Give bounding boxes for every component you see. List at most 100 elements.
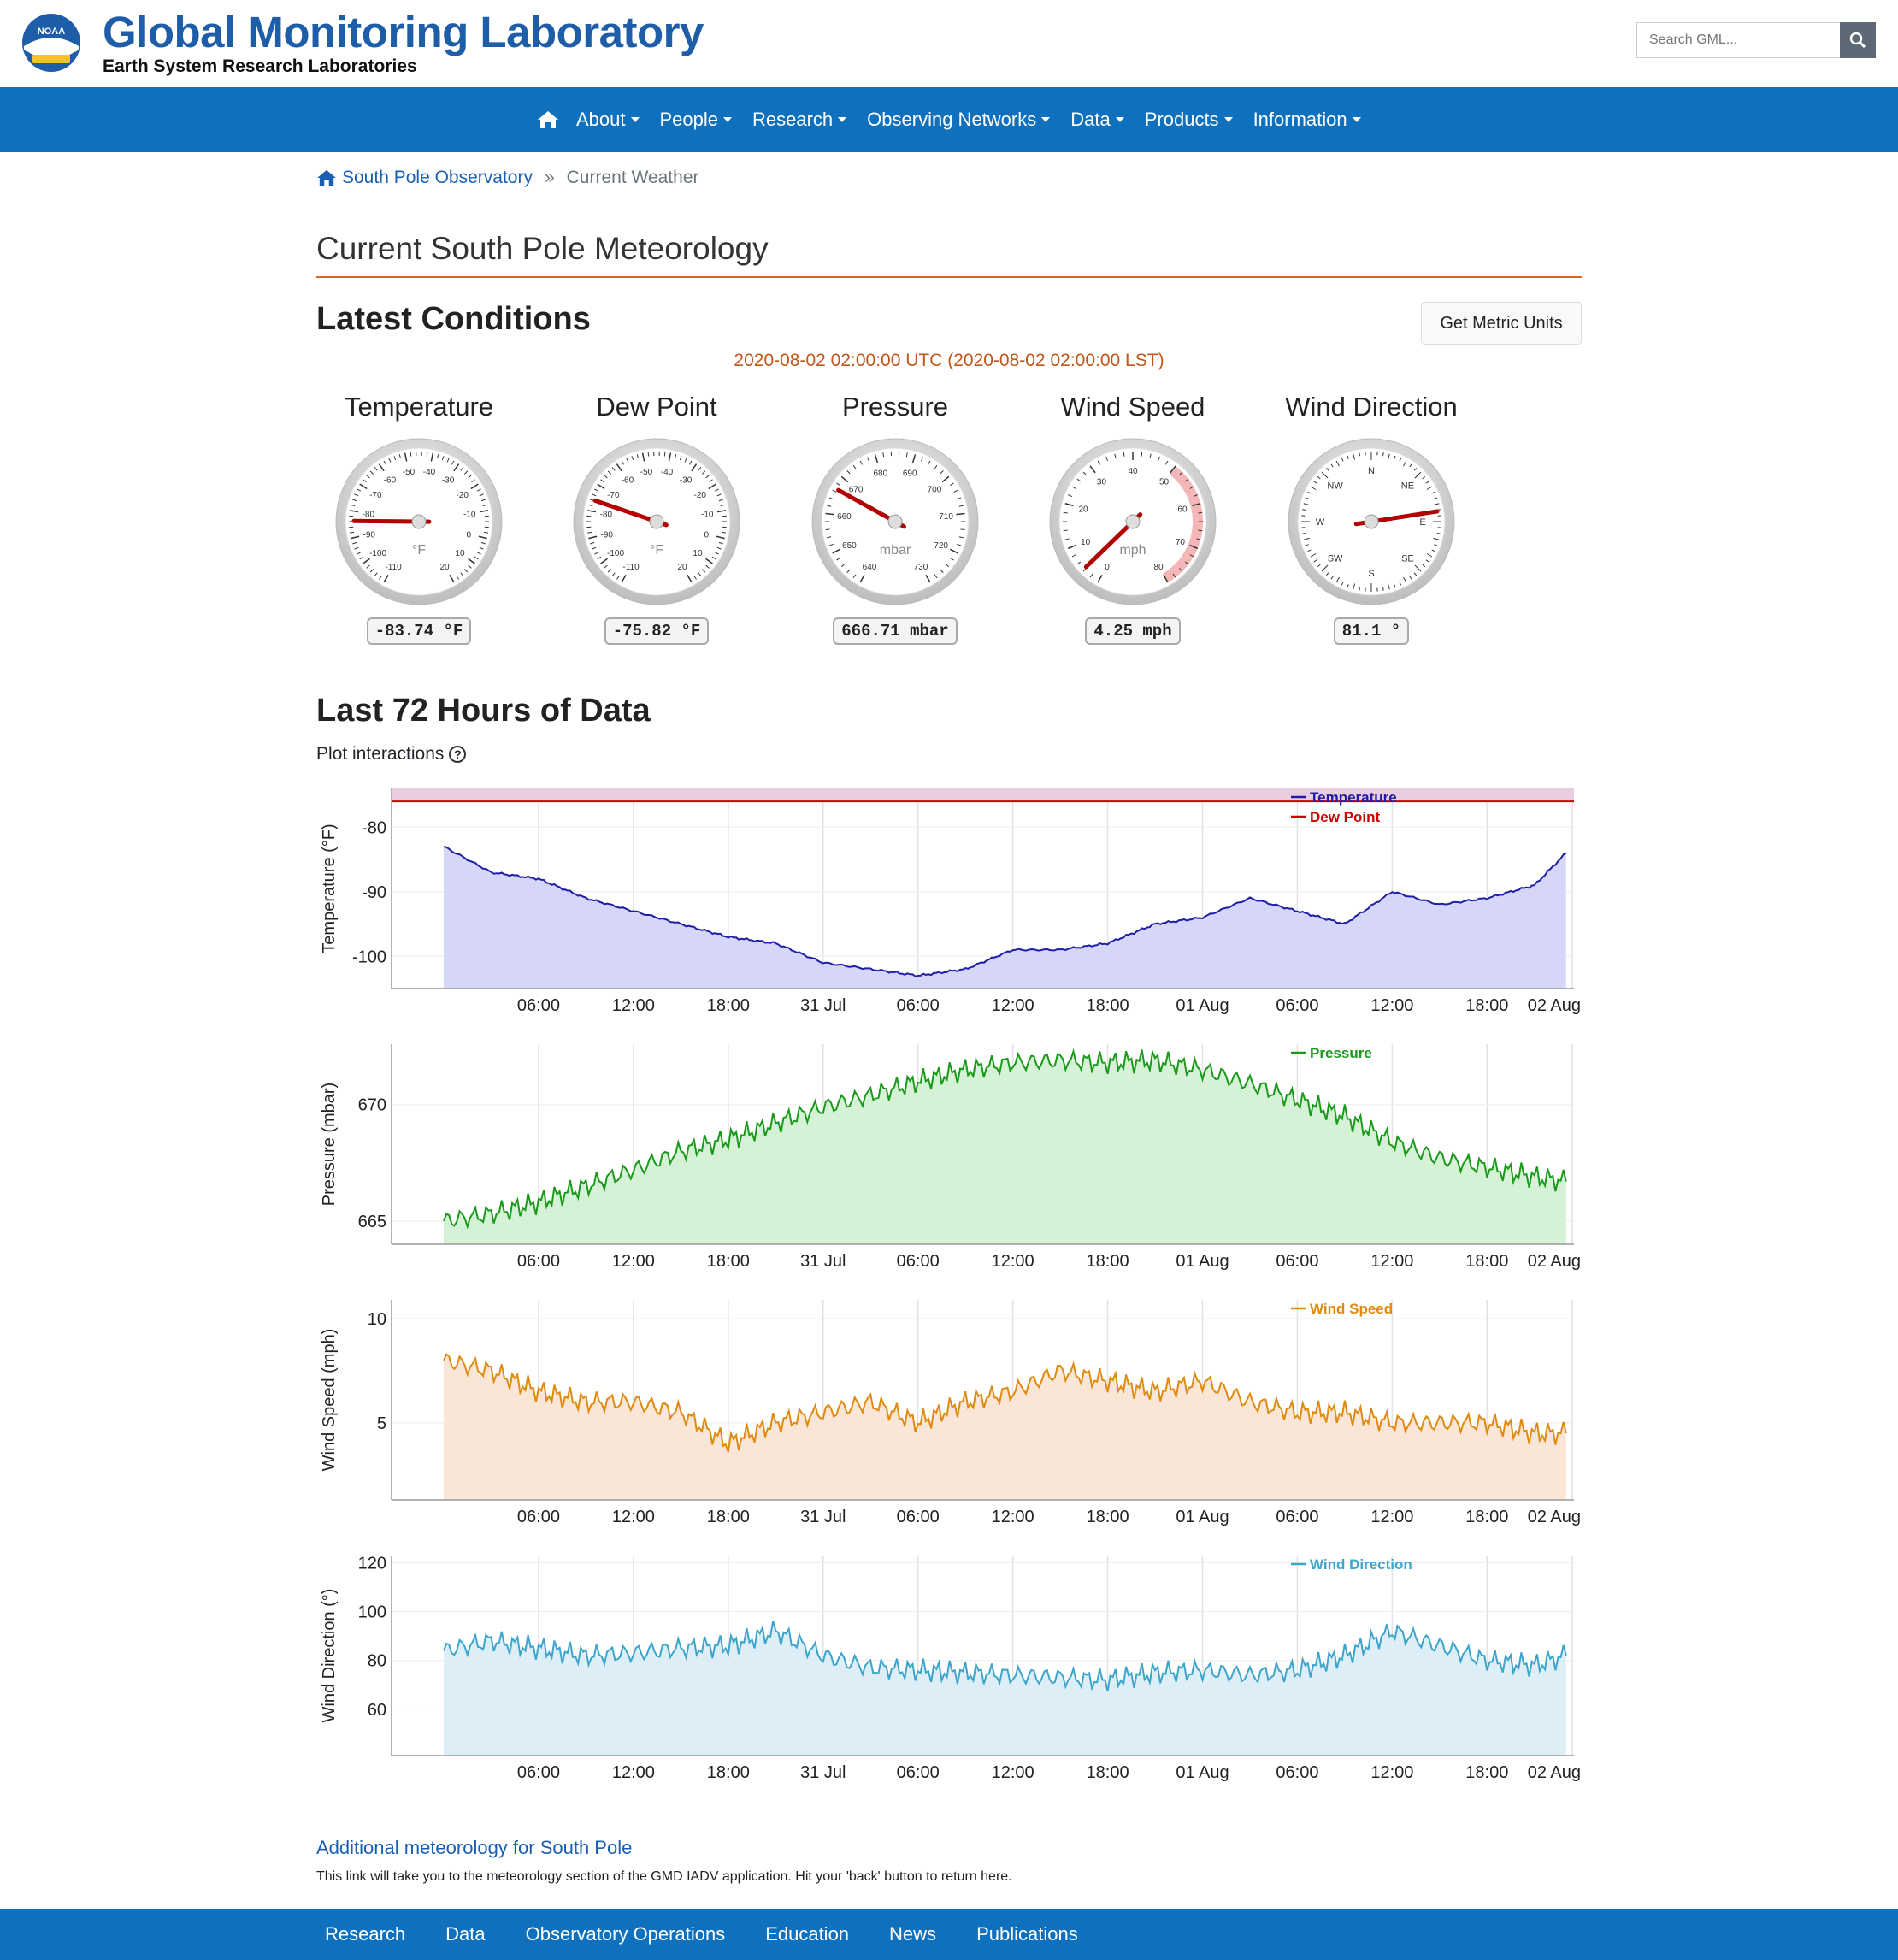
x-tick-label: 12:00 [612,1252,655,1271]
caret-down-icon [630,117,640,122]
gauge-tick [631,456,634,461]
x-tick-label: 12:00 [992,1508,1034,1526]
pressure-chart[interactable]: 06:00 12:00 18:00 31 Jul 06:00 12:00 18:00 01 A… [308,1037,1590,1285]
nav-research[interactable]: Research [752,109,847,131]
gauge-tick [846,569,851,573]
gauge-tick [366,475,370,479]
gauge-tick-label: 710 [939,512,953,522]
gauge-tick-label: 80 [1153,563,1164,572]
y-tick-label: 100 [358,1603,386,1622]
gauge-tick [1189,544,1199,550]
gauge-tick [474,556,479,560]
gauge-tick [925,574,931,583]
nav-products[interactable]: Products [1145,109,1233,131]
gauge-tick [611,572,616,576]
gauge-unit: mbar [880,543,911,558]
search-input[interactable] [1636,22,1840,58]
gauge-tick [463,470,469,475]
nav-people[interactable]: People [660,109,733,131]
gauge-tick [588,535,598,540]
title-divider [316,276,1582,278]
gauge-tick [832,548,840,554]
gauge-tick [441,456,445,461]
x-tick-label: 01 Aug [1176,1252,1229,1271]
gauge-tick [1382,587,1384,591]
y-axis-label: Pressure (mbar) [320,1083,339,1206]
footer-link-publications[interactable]: Publications [976,1923,1078,1945]
gauge-hub [887,514,903,529]
gauge-tick [611,467,616,471]
site-title[interactable]: Global Monitoring Laboratory [103,8,704,56]
footer-link-observatory-operations[interactable]: Observatory Operations [525,1923,726,1945]
caret-down-icon [1352,117,1361,122]
gauge-tick [404,452,408,462]
gauge-tick [1114,453,1117,458]
gauge-tick-label: -100 [369,549,386,558]
gauge-tick [1192,503,1201,507]
gauge-tick [1172,573,1176,578]
wind-speed-chart[interactable]: 06:00 12:00 18:00 31 Jul 06:00 12:00 18:00 01 A… [308,1293,1590,1541]
gauge-tick [693,576,697,580]
gauge-unit: °F [412,543,426,558]
gauge-title: Pressure [841,392,949,422]
footer-link-data[interactable]: Data [445,1923,486,1945]
breadcrumb-home-link[interactable]: South Pole Observatory [316,168,533,188]
gauge-tick-label: -110 [622,563,640,572]
search-button[interactable] [1840,22,1876,58]
footer-link-education[interactable]: Education [765,1923,850,1945]
gauge-tick [636,454,640,459]
footer-link-research[interactable]: Research [325,1923,406,1945]
gauge-tick [1409,576,1412,580]
gauge-tick [470,483,479,490]
dew-point-area [392,788,1574,802]
additional-meteorology-link[interactable]: Additional meteorology for South Pole [316,1837,633,1858]
gauge-tick [410,452,412,457]
wind-direction-chart[interactable]: 06:00 12:00 18:00 31 Jul 06:00 12:00 18:00 01 A… [308,1549,1590,1797]
y-tick-label: 670 [358,1096,386,1115]
noaa-logo[interactable]: NOAA [21,12,82,74]
x-tick-label: 06:00 [1276,1763,1318,1782]
gauge-title: Temperature [344,392,494,422]
gauge-tick [354,493,359,497]
footer-nav: Research Data Observatory Operations Edu… [0,1909,1898,1960]
gauge-tick [476,552,481,555]
nav-home[interactable] [537,110,559,129]
nav-about[interactable]: About [576,109,640,131]
x-tick-label: 06:00 [1276,1252,1318,1271]
nav-observing-networks[interactable]: Observing Networks [867,109,1051,131]
site-header: NOAA Global Monitoring Laboratory Earth … [0,0,1898,87]
nav-data[interactable]: Data [1070,109,1124,131]
gauge-tick [1067,544,1076,550]
gauge-tick-label: 730 [914,563,928,572]
get-metric-units-button[interactable]: Get Metric Units [1421,302,1582,345]
x-tick-label: 06:00 [1276,996,1318,1015]
y-tick-label: -100 [352,948,386,966]
gauge-tick [1426,486,1433,490]
gauge-tick [1317,475,1321,480]
gauge-title: Dew Point [596,392,717,422]
gauge-tick [586,510,597,513]
gauge-tick [684,458,687,463]
gauge-tick [1394,455,1396,459]
gauge-tick [359,556,364,560]
gauge-tick [1310,553,1317,558]
gauge-tick [1394,584,1396,588]
temperature-chart[interactable]: 06:00 12:00 18:00 31 Jul 06:00 12:00 18:00 01 A… [308,782,1590,1030]
gauge-tick [468,475,472,479]
nav-information[interactable]: Information [1253,109,1361,131]
x-tick-label: 06:00 [897,1252,940,1271]
plot-interactions-help[interactable]: Plot interactions? [316,744,467,765]
gauge-tick [716,535,725,540]
gauge-tick [1071,554,1076,558]
gauge-tick-label: 10 [1081,538,1091,547]
search-icon [1849,32,1866,49]
site-subtitle: Earth System Research Laboratories [103,56,417,76]
legend-label: Wind Speed [1310,1301,1393,1317]
gauge-hub [649,514,664,529]
gauge-tick [1305,497,1309,499]
gauge-dial: 0 10 20 30 40 50 60 70 80 mph [1049,438,1217,605]
footer-link-news[interactable]: News [889,1923,937,1945]
gauge-tick-label: NW [1327,481,1343,492]
series-line [443,1621,1567,1691]
